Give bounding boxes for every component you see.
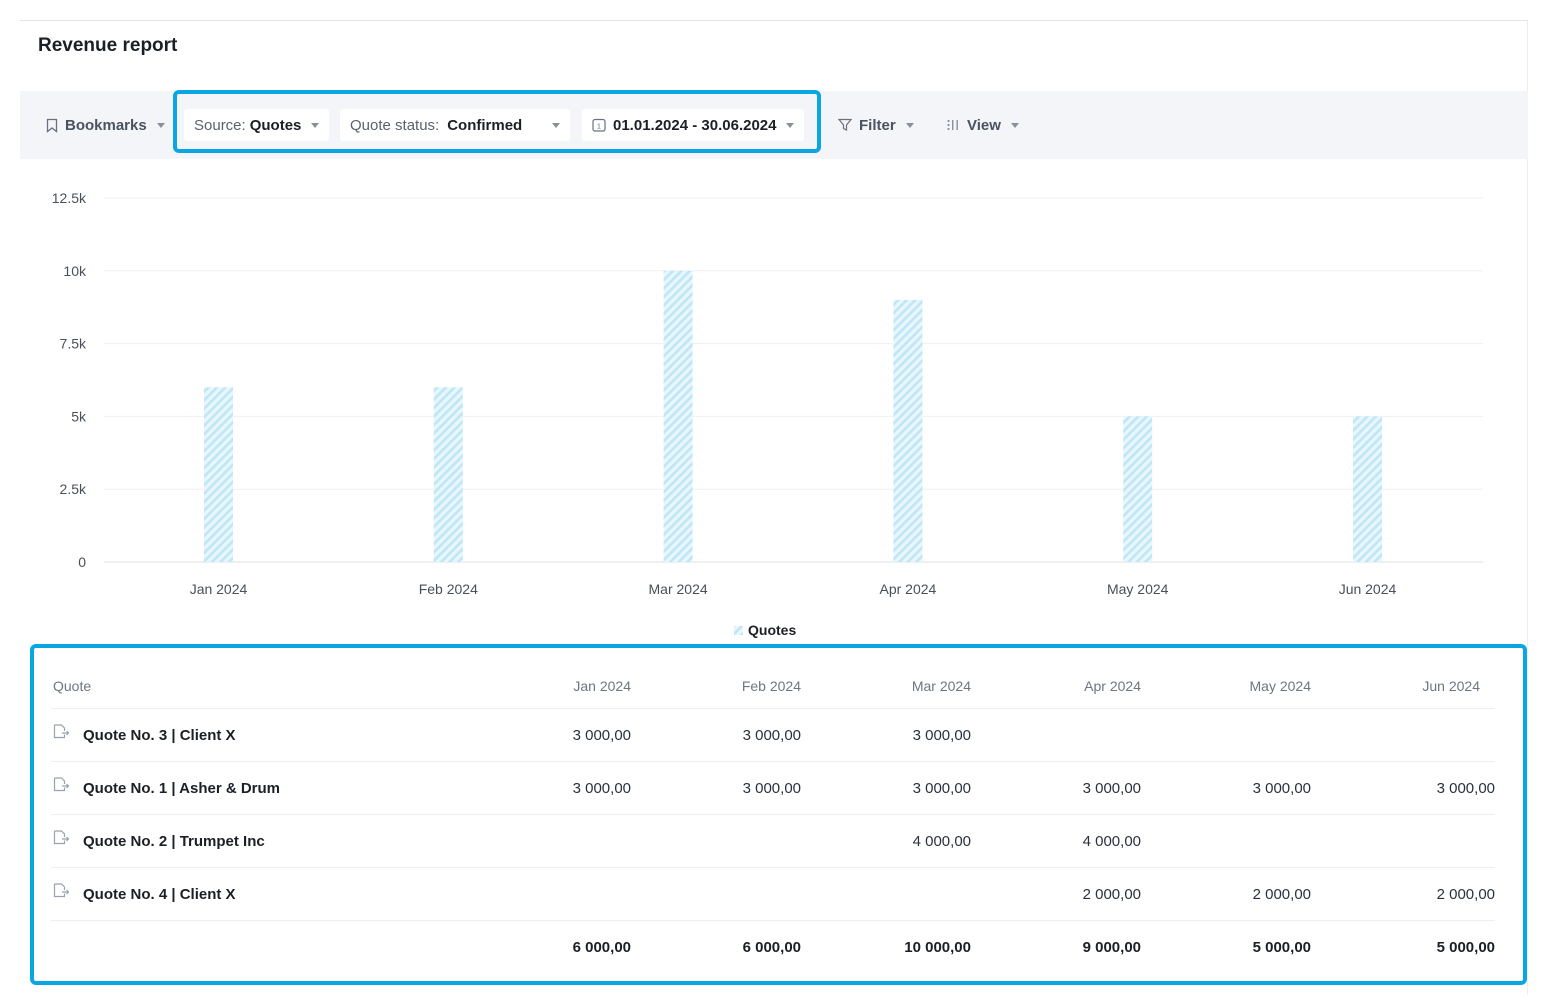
table-cell-value: 3 000,00 <box>742 780 801 797</box>
quote-name-link[interactable]: Quote No. 1 | Asher & Drum <box>83 780 280 797</box>
table-cell-value: 3 000,00 <box>912 780 971 797</box>
filter-button[interactable]: Filter <box>838 109 914 141</box>
chevron-down-icon <box>905 122 914 128</box>
column-header-jan-2024[interactable]: Jan 2024 <box>573 678 631 694</box>
quote-name-link[interactable]: Quote No. 2 | Trumpet Inc <box>83 833 265 850</box>
bookmarks-label: Bookmarks <box>65 116 147 134</box>
table-cell-value: 2 000,00 <box>1252 886 1311 903</box>
column-header-may-2024[interactable]: May 2024 <box>1249 678 1311 694</box>
view-button[interactable]: View <box>946 109 1019 141</box>
table-cell-value: 3 000,00 <box>1082 780 1141 797</box>
table-row[interactable]: Quote No. 3 | Client X 3 000,00 3 000,00 3 … <box>51 709 1495 762</box>
toolbar: Bookmarks Source: Quotes Quote status: C… <box>20 91 1528 159</box>
column-header-apr-2024[interactable]: Apr 2024 <box>1084 678 1141 694</box>
table-total-value: 6 000,00 <box>742 939 801 956</box>
quote-document-icon[interactable] <box>53 883 70 903</box>
columns-icon <box>946 118 960 132</box>
quote-document-icon[interactable] <box>53 777 70 797</box>
report-page: Revenue report Bookmarks Source: Quotes … <box>20 20 1528 995</box>
bookmark-icon <box>46 118 58 133</box>
column-header-jun-2024[interactable]: Jun 2024 <box>1422 678 1480 694</box>
quote-name-link[interactable]: Quote No. 4 | Client X <box>83 886 236 903</box>
table-cell-value: 2 000,00 <box>1082 886 1141 903</box>
table-cell-value: 3 000,00 <box>1252 780 1311 797</box>
column-header-feb-2024[interactable]: Feb 2024 <box>741 678 801 694</box>
chevron-down-icon <box>156 122 165 128</box>
date-range-picker[interactable]: 1 01.01.2024 - 30.06.2024 <box>582 109 805 141</box>
calendar-icon: 1 <box>592 118 606 132</box>
table-totals-row: 6 000,00 6 000,00 10 000,00 9 000,00 5 000,0… <box>51 921 1495 974</box>
table-row[interactable]: Quote No. 2 | Trumpet Inc 4 000,00 4 000,0… <box>51 815 1495 868</box>
chevron-down-icon <box>552 122 560 128</box>
table-total-value: 9 000,00 <box>1082 939 1141 956</box>
table-row[interactable]: Quote No. 1 | Asher & Drum 3 000,00 3 000,… <box>51 762 1495 815</box>
quote-document-icon[interactable] <box>53 724 70 744</box>
chevron-down-icon <box>1010 122 1019 128</box>
table-total-value: 6 000,00 <box>572 939 631 956</box>
table-cell-value: 3 000,00 <box>572 727 631 744</box>
source-select[interactable]: Source: Quotes <box>184 109 330 141</box>
source-value: Quotes <box>249 116 302 134</box>
table-total-value: 5 000,00 <box>1436 939 1495 956</box>
view-label: View <box>967 116 1001 134</box>
chevron-down-icon <box>311 122 320 128</box>
svg-text:1: 1 <box>597 122 601 131</box>
table-header-row: Quote Jan 2024 Feb 2024 Mar 2024 Apr 2024 May… <box>51 646 1495 709</box>
bookmarks-button[interactable]: Bookmarks <box>46 109 165 141</box>
filter-label: Filter <box>859 116 896 134</box>
filter-icon <box>838 118 852 132</box>
column-header-quote[interactable]: Quote <box>53 678 92 694</box>
table-cell-value: 4 000,00 <box>912 833 971 850</box>
quote-document-icon[interactable] <box>53 830 70 850</box>
table-cell-value: 3 000,00 <box>572 780 631 797</box>
quote-status-select[interactable]: Quote status: Confirmed <box>340 109 570 141</box>
page-title: Revenue report <box>38 35 178 56</box>
table-cell-value: 4 000,00 <box>1082 833 1141 850</box>
table-cell-value: 2 000,00 <box>1436 886 1495 903</box>
revenue-table: Quote Jan 2024 Feb 2024 Mar 2024 Apr 2024 May… <box>33 646 1524 982</box>
table-row[interactable]: Quote No. 4 | Client X 2 000,00 2 000,00 2 … <box>51 868 1495 921</box>
table-total-value: 5 000,00 <box>1252 939 1311 956</box>
quote-name-link[interactable]: Quote No. 3 | Client X <box>83 727 236 744</box>
table-cell-value: 3 000,00 <box>1436 780 1495 797</box>
column-header-mar-2024[interactable]: Mar 2024 <box>911 678 971 694</box>
date-range-value: 01.01.2024 - 30.06.2024 <box>613 116 777 134</box>
table-cell-value: 3 000,00 <box>912 727 971 744</box>
chevron-down-icon <box>786 122 795 128</box>
status-value: Confirmed <box>447 116 523 134</box>
source-prefix: Source: <box>194 116 246 134</box>
status-prefix: Quote status: <box>350 116 440 134</box>
table-cell-value: 3 000,00 <box>742 727 801 744</box>
table-total-value: 10 000,00 <box>904 939 971 956</box>
